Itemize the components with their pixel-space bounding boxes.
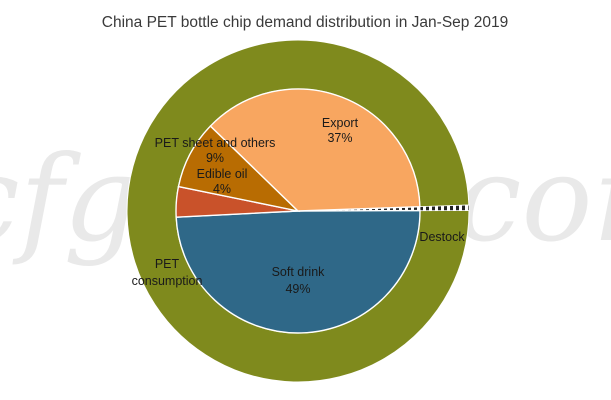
label-edible-oil-pct: 4% [213, 182, 231, 196]
label-pet-sheet-pct: 9% [206, 151, 224, 165]
label-pet-consumption-line2: consumption [132, 274, 203, 288]
label-soft-drink-pct: 49% [285, 282, 310, 296]
pie-slice-export [209, 88, 421, 212]
chart-title: China PET bottle chip demand distributio… [102, 14, 508, 31]
inner-pie [175, 88, 421, 334]
label-pet-consumption-line1: PET [155, 257, 180, 271]
label-pet-sheet-name: PET sheet and others [155, 136, 276, 150]
label-destock: Destock [419, 230, 465, 244]
label-export-pct: 37% [327, 131, 352, 145]
label-edible-oil-name: Edible oil [197, 167, 248, 181]
pie-slice-soft-drink [175, 209, 421, 334]
label-soft-drink-name: Soft drink [272, 265, 326, 279]
label-export-name: Export [322, 116, 359, 130]
